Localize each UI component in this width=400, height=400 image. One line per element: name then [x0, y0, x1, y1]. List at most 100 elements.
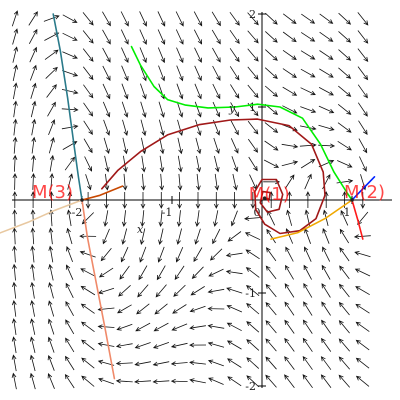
direction-arrow — [338, 12, 352, 25]
direction-arrow — [319, 50, 334, 60]
direction-arrow — [193, 11, 203, 27]
direction-arrow — [156, 265, 166, 281]
direction-arrow — [303, 301, 313, 316]
direction-arrow — [80, 268, 96, 277]
direction-arrow — [66, 246, 73, 263]
direction-arrow — [121, 47, 129, 64]
direction-arrow — [176, 101, 184, 118]
equilibrium-point — [350, 198, 354, 202]
direction-arrow — [65, 301, 74, 316]
direction-arrow — [155, 284, 167, 298]
direction-arrow — [62, 32, 78, 41]
direction-arrow — [28, 11, 38, 26]
direction-arrow — [12, 173, 18, 190]
direction-arrow — [135, 322, 151, 332]
direction-arrow — [141, 155, 146, 173]
direction-arrow — [358, 138, 368, 154]
direction-arrow — [12, 154, 18, 172]
direction-arrow — [140, 119, 147, 137]
direction-arrow — [82, 48, 94, 62]
direction-arrow — [159, 173, 165, 191]
direction-arrow — [230, 210, 238, 227]
direction-arrow — [31, 118, 37, 136]
direction-arrow — [208, 268, 224, 277]
direction-arrow — [29, 372, 36, 390]
direction-arrow — [30, 281, 35, 299]
direction-arrow — [229, 29, 240, 45]
direction-arrow — [158, 228, 164, 245]
direction-arrow — [282, 49, 297, 61]
y-tick-label: 1 — [249, 101, 256, 114]
direction-arrow — [265, 49, 278, 61]
direction-arrow — [48, 282, 54, 299]
direction-arrow — [158, 119, 165, 137]
direction-arrow — [82, 66, 94, 81]
direction-arrow — [172, 304, 187, 314]
direction-arrow — [339, 247, 350, 262]
direction-arrow — [104, 173, 110, 191]
direction-arrow — [284, 356, 295, 370]
equilibrium-labels: M(1) M(2) M(3) — [32, 182, 385, 205]
direction-arrow — [98, 377, 115, 385]
direction-arrow — [265, 320, 277, 334]
direction-arrow — [211, 29, 221, 45]
direction-arrow — [284, 319, 295, 334]
direction-arrow — [97, 287, 115, 295]
direction-arrow — [207, 323, 225, 329]
direction-arrow — [211, 11, 221, 27]
direction-arrow — [102, 101, 111, 118]
direction-arrow — [247, 66, 259, 80]
direction-arrow — [284, 283, 295, 298]
direction-arrow — [265, 356, 277, 370]
direction-arrow — [247, 30, 259, 44]
direction-arrow — [61, 124, 79, 130]
direction-arrow — [152, 379, 170, 384]
x-tick-label: 1 — [344, 206, 351, 219]
direction-arrow — [12, 209, 18, 227]
direction-arrow — [29, 336, 36, 353]
direction-arrow — [47, 354, 55, 371]
direction-arrow — [300, 50, 316, 60]
direction-arrow — [12, 245, 17, 263]
direction-arrow — [358, 120, 368, 135]
direction-arrow — [281, 160, 299, 167]
direction-arrow — [134, 379, 152, 384]
direction-arrow — [265, 31, 278, 43]
direction-arrow — [336, 178, 354, 184]
direction-arrow — [300, 106, 317, 113]
direction-arrow — [227, 231, 242, 242]
direction-arrow — [190, 286, 205, 296]
direction-arrow — [102, 228, 110, 245]
direction-arrow — [81, 339, 95, 351]
direction-arrow — [355, 375, 370, 387]
direction-arrow — [246, 357, 260, 369]
direction-arrow — [284, 374, 295, 388]
direction-arrow — [230, 120, 239, 136]
direction-arrow — [318, 124, 335, 131]
direction-arrow — [29, 318, 36, 335]
direction-arrow — [321, 283, 331, 298]
direction-arrow — [194, 228, 201, 245]
direction-arrow — [359, 156, 367, 172]
direction-arrow — [83, 84, 94, 99]
direction-arrow — [354, 251, 371, 258]
direction-arrow — [158, 65, 165, 82]
direction-arrow — [193, 29, 202, 45]
equilibrium-label: M(2) — [344, 182, 385, 203]
direction-arrow — [177, 155, 183, 173]
direction-arrow — [189, 342, 207, 348]
direction-arrow — [65, 282, 74, 298]
direction-arrow — [195, 210, 200, 227]
direction-arrow — [153, 322, 169, 332]
direction-arrow — [115, 361, 133, 366]
direction-arrow — [176, 83, 184, 100]
direction-arrow — [121, 65, 129, 82]
direction-arrow — [229, 48, 240, 63]
direction-arrow — [31, 154, 36, 172]
direction-arrow — [214, 155, 220, 173]
direction-arrow — [191, 266, 204, 279]
direction-arrow — [139, 47, 147, 64]
x-axis-label: x — [137, 223, 144, 236]
direction-arrow — [134, 361, 151, 367]
